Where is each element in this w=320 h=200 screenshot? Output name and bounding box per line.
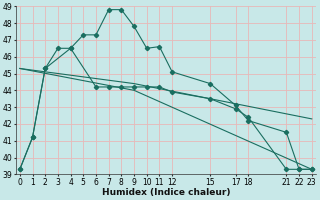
X-axis label: Humidex (Indice chaleur): Humidex (Indice chaleur) <box>101 188 230 197</box>
